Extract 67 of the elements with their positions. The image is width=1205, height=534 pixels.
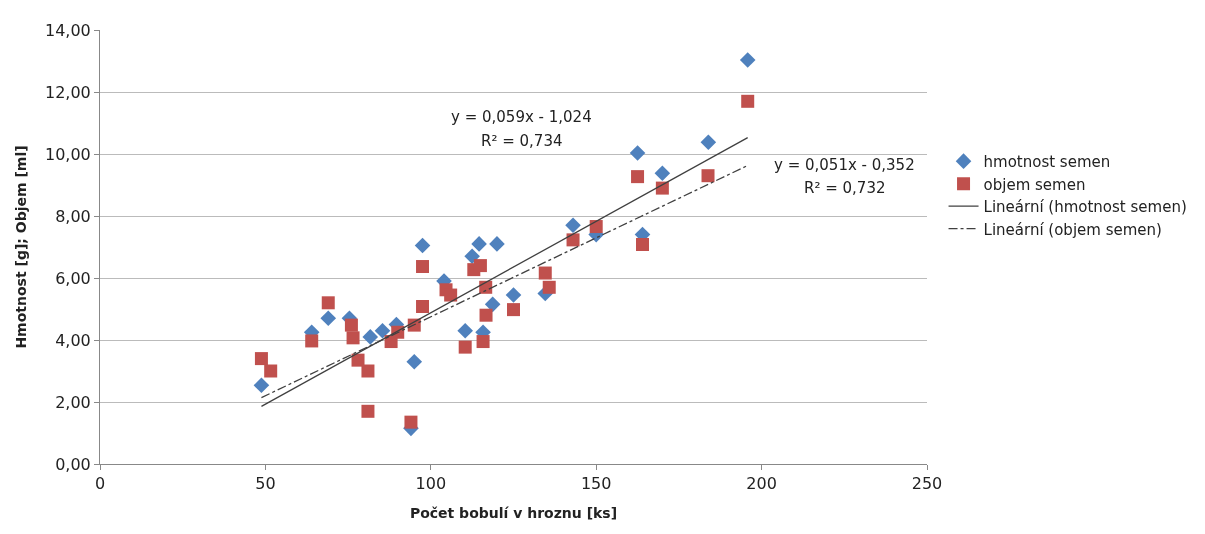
annotation: R² = 0,732 — [804, 179, 886, 197]
point — [254, 352, 268, 366]
point — [631, 170, 645, 184]
y-tick-label: 12,00 — [44, 82, 91, 102]
y-tick-label: 14,00 — [44, 20, 91, 40]
annotation: y = 0,051x - 0,352 — [774, 156, 915, 174]
point — [414, 237, 431, 254]
point — [406, 353, 423, 370]
point — [489, 236, 505, 252]
y-tick-label: 8,00 — [55, 206, 91, 226]
point — [538, 266, 552, 280]
x-tick-label: 250 — [911, 474, 943, 494]
legend-label: hmotnost semen — [983, 153, 1111, 172]
point — [654, 165, 671, 182]
annotation: y = 0,059x - 1,024 — [451, 108, 592, 126]
point — [444, 288, 458, 302]
y-tick-label: 0,00 — [55, 454, 91, 474]
y-tick-label: 2,00 — [55, 392, 91, 412]
point — [320, 310, 337, 327]
point — [464, 248, 480, 265]
x-axis-title: Počet bobulí v hroznu [ks] — [409, 504, 618, 521]
legend-label: Lineární (objem semen) — [983, 220, 1162, 239]
point — [457, 322, 473, 339]
annotation: R² = 0,734 — [481, 132, 563, 150]
point — [264, 364, 278, 378]
point — [416, 300, 430, 314]
point — [701, 169, 715, 183]
point — [484, 296, 501, 313]
x-tick-label: 150 — [580, 474, 612, 494]
point — [479, 308, 493, 322]
x-tick-label: 100 — [415, 474, 447, 494]
point — [636, 238, 650, 252]
point — [476, 335, 490, 349]
y-tick-label: 4,00 — [55, 330, 91, 350]
point — [471, 236, 487, 252]
point — [700, 134, 717, 151]
point — [741, 94, 755, 108]
point — [416, 260, 430, 274]
point — [344, 318, 358, 332]
point — [458, 340, 472, 354]
point — [351, 353, 365, 367]
point — [404, 415, 418, 429]
point — [629, 145, 646, 161]
x-tick-label: 0 — [94, 474, 106, 494]
point — [589, 220, 603, 234]
point — [362, 329, 379, 345]
point — [566, 233, 580, 247]
point — [346, 331, 360, 345]
point — [542, 280, 556, 294]
point — [374, 322, 391, 339]
point — [361, 364, 375, 378]
point — [305, 334, 319, 348]
point — [361, 404, 375, 418]
point — [507, 303, 520, 317]
point — [565, 217, 581, 234]
y-axis-title: Hmotnost [g]; Objem [ml] — [12, 145, 29, 349]
x-tick-label: 200 — [746, 474, 777, 494]
legend-label: objem semen — [983, 175, 1086, 194]
point — [321, 296, 335, 310]
point — [739, 52, 756, 68]
point — [473, 259, 487, 273]
point — [505, 287, 522, 303]
x-tick-label: 50 — [255, 474, 276, 494]
y-tick-label: 6,00 — [55, 268, 91, 288]
legend-label: Lineární (hmotnost semen) — [983, 198, 1187, 217]
point — [253, 377, 270, 394]
y-tick-label: 10,00 — [44, 144, 91, 164]
